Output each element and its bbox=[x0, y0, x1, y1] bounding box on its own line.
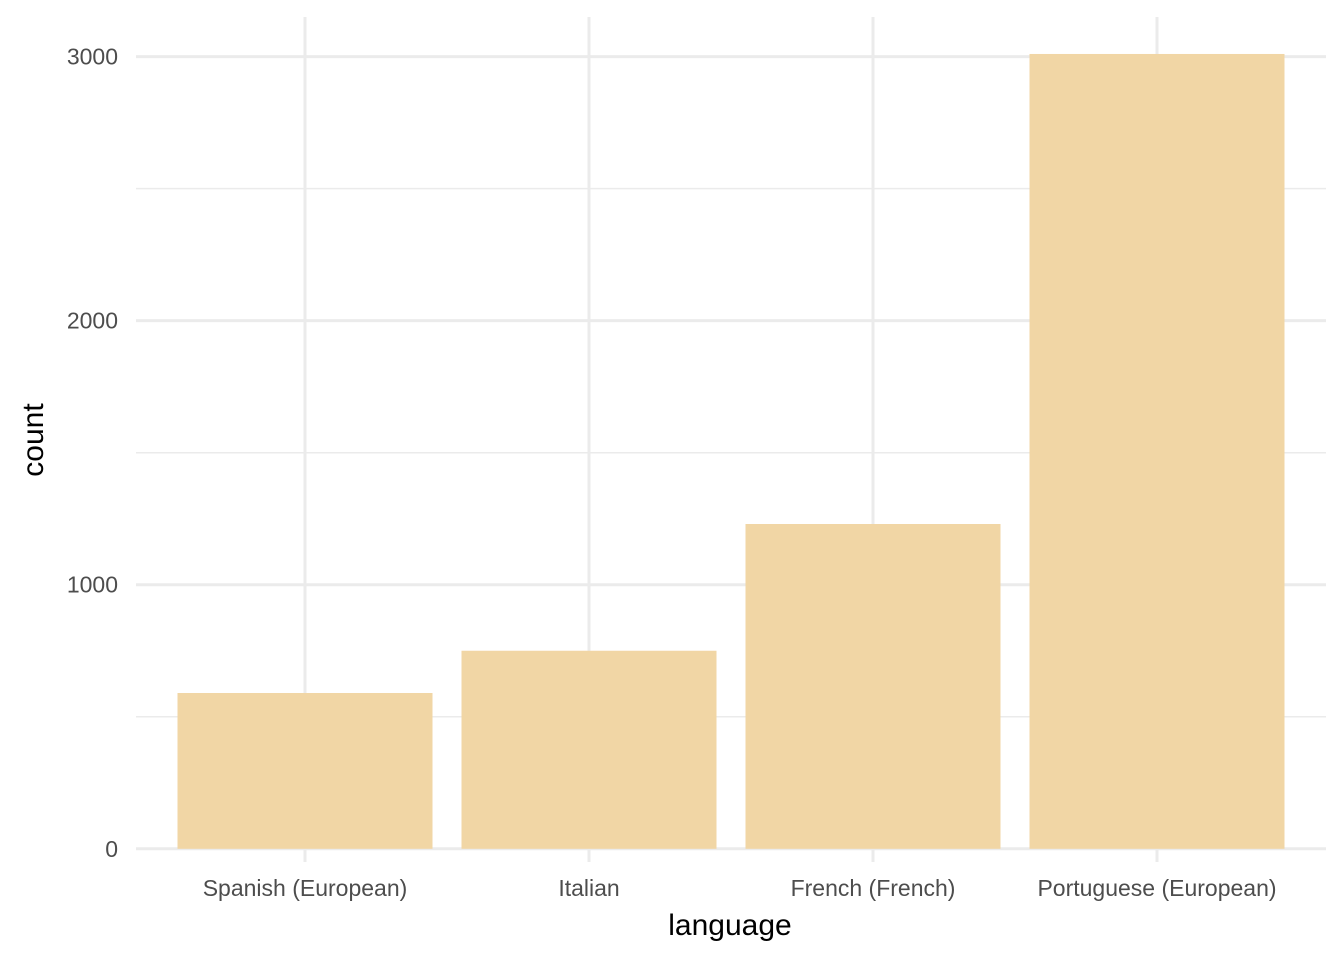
label-layer: 0 1000 2000 3000 Spanish (European) Italian Fr… bbox=[67, 44, 1277, 901]
bar bbox=[461, 650, 717, 849]
y-tick-label: 2000 bbox=[67, 308, 118, 334]
y-tick-label: 1000 bbox=[67, 572, 118, 598]
y-axis-title: count bbox=[17, 403, 50, 477]
bar-layer bbox=[177, 53, 1285, 849]
x-tick-label: French (French) bbox=[791, 875, 956, 901]
bar bbox=[177, 693, 433, 849]
x-tick-label: Italian bbox=[558, 875, 619, 901]
bar bbox=[745, 524, 1001, 849]
x-tick-label: Spanish (European) bbox=[203, 875, 408, 901]
x-tick-label: Portuguese (European) bbox=[1037, 875, 1276, 901]
y-tick-label: 0 bbox=[105, 836, 118, 862]
x-axis-title: language bbox=[668, 909, 791, 942]
bar bbox=[1029, 53, 1285, 849]
y-tick-label: 3000 bbox=[67, 44, 118, 70]
